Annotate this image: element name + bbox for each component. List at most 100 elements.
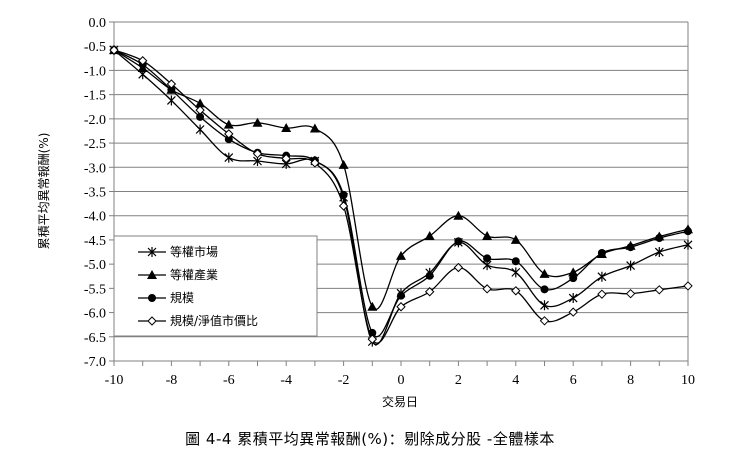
- marker-triangle: [453, 210, 464, 220]
- marker-diamond: [147, 316, 157, 326]
- y-tick-label: 0.0: [89, 16, 107, 31]
- marker-circle: [368, 328, 377, 337]
- marker-asterisk: [224, 152, 234, 163]
- marker-triangle: [482, 231, 493, 241]
- marker-diamond: [625, 288, 636, 299]
- marker-asterisk: [654, 247, 664, 258]
- marker-triangle: [223, 119, 234, 129]
- marker-diamond: [252, 149, 263, 159]
- marker-diamond: [654, 285, 665, 295]
- marker-diamond: [310, 158, 320, 168]
- legend-label: 等權市場: [170, 244, 218, 259]
- marker-triangle: [252, 117, 263, 127]
- marker-diamond: [482, 284, 492, 294]
- marker-diamond: [224, 129, 234, 139]
- y-tick-label: -6.5: [84, 331, 106, 346]
- x-tick-label: 0: [398, 373, 405, 388]
- marker-diamond: [683, 281, 693, 291]
- marker-circle: [569, 274, 578, 283]
- marker-triangle: [147, 270, 157, 279]
- marker-diamond: [511, 286, 521, 296]
- marker-triangle: [309, 123, 320, 133]
- marker-circle: [540, 285, 549, 294]
- marker-diamond: [281, 153, 291, 164]
- marker-diamond: [195, 105, 205, 115]
- marker-circle: [196, 112, 205, 121]
- marker-circle: [626, 243, 635, 252]
- y-tick-label: -4.5: [84, 234, 106, 249]
- marker-triangle: [568, 267, 579, 277]
- marker-asterisk: [683, 239, 693, 250]
- marker-diamond: [424, 287, 435, 297]
- chart: 0.0 -0.5 -1.0 -1.5 -2.0 -2.5 -3.0 -3.5 -4.0 -4.5 -…: [36, 16, 695, 409]
- marker-circle: [483, 254, 492, 263]
- marker-asterisk: [195, 124, 205, 135]
- y-tick-label: -0.5: [84, 40, 106, 55]
- marker-triangle: [195, 98, 206, 108]
- marker-circle: [224, 135, 233, 144]
- y-tick-label: -3.0: [84, 161, 106, 176]
- marker-diamond: [453, 262, 464, 273]
- marker-circle: [454, 237, 463, 246]
- marker-triangle: [424, 231, 435, 241]
- y-tick-label: -1.0: [84, 64, 106, 79]
- marker-triangle: [539, 268, 550, 278]
- marker-circle: [511, 257, 520, 266]
- series-line: [113, 49, 689, 310]
- marker-asterisk: [540, 300, 549, 311]
- marker-triangle: [367, 301, 378, 311]
- marker-diamond: [338, 201, 349, 211]
- x-tick-label: -6: [223, 373, 235, 388]
- legend-label: 規模: [170, 290, 194, 305]
- y-tick-label: -3.5: [84, 186, 106, 201]
- legend-label: 規模/淨值市價比: [170, 313, 258, 328]
- marker-diamond: [568, 307, 578, 317]
- marker-diamond: [396, 302, 406, 312]
- marker-diamond: [109, 45, 119, 55]
- marker-diamond: [166, 79, 177, 89]
- marker-asterisk: [626, 260, 636, 271]
- marker-asterisk: [147, 247, 157, 257]
- y-tick-label: -5.0: [84, 258, 106, 273]
- legend-label: 等權產業: [170, 267, 218, 282]
- x-tick-label: -8: [166, 373, 178, 388]
- marker-asterisk: [568, 293, 578, 304]
- marker-asterisk: [511, 267, 521, 278]
- y-tick-label: -2.5: [84, 137, 106, 152]
- marker-circle: [397, 291, 405, 300]
- marker-diamond: [597, 289, 607, 299]
- y-tick-labels: 0.0 -0.5 -1.0 -1.5 -2.0 -2.5 -3.0 -3.5 -4.0 -4.5 -…: [84, 16, 106, 370]
- y-tick-label: -2.0: [84, 113, 106, 128]
- marker-asterisk: [166, 95, 176, 106]
- marker-triangle: [338, 159, 349, 169]
- marker-circle: [655, 233, 664, 242]
- x-tick-label: 2: [455, 373, 462, 388]
- marker-circle: [148, 294, 156, 302]
- y-tick-label: -7.0: [84, 355, 106, 370]
- marker-circle: [167, 85, 176, 94]
- series-line: [113, 49, 689, 344]
- x-tick-label: -4: [280, 373, 292, 388]
- marker-circle: [597, 249, 606, 258]
- legend-box: [113, 235, 318, 337]
- marker-circle: [684, 227, 692, 236]
- marker-circle: [425, 271, 434, 280]
- x-tick-label: 4: [512, 373, 519, 388]
- marker-diamond: [539, 316, 550, 326]
- grid-lines: [109, 21, 689, 366]
- y-tick-label: -4.0: [84, 210, 106, 225]
- x-tick-label: 8: [627, 373, 634, 388]
- y-tick-label: -1.5: [84, 89, 106, 104]
- marker-triangle: [510, 234, 521, 244]
- x-tick-label: 10: [681, 373, 695, 388]
- figure-caption: 圖 4-4 累積平均異常報酬(%)：剔除成分股 -全體樣本: [185, 430, 555, 448]
- series-lines: [113, 49, 689, 346]
- marker-triangle: [396, 250, 406, 260]
- marker-asterisk: [597, 271, 607, 282]
- x-tick-labels: -10 -8 -6 -4 -2 0 2 4 6 8 10: [105, 373, 695, 388]
- x-tick-label: -10: [105, 373, 124, 388]
- y-axis-title: 累積平均異常報酬(%): [36, 133, 51, 250]
- x-tick-label: 6: [570, 373, 577, 388]
- marker-circle: [339, 190, 348, 199]
